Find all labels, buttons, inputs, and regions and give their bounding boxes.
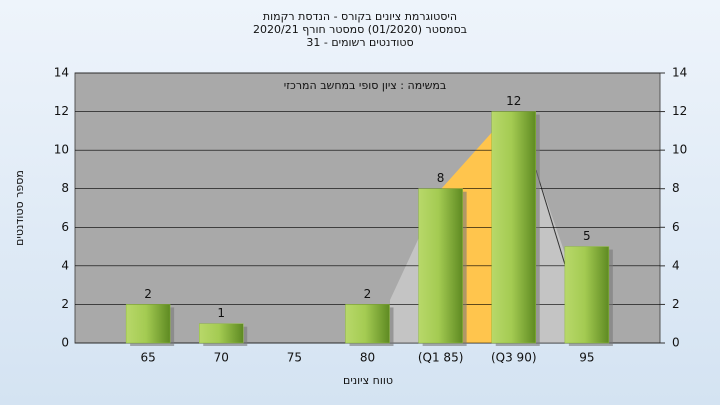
y2-tick-label: 6 [672, 220, 680, 234]
y-tick-label: 12 [54, 104, 69, 118]
y-tick-label: 14 [54, 66, 69, 80]
x-tick-label: (Q3 90) [491, 351, 537, 365]
data-label: 2 [144, 287, 152, 301]
chart-subtitle: סטודנטים רשומים - 31 [306, 36, 413, 49]
data-label: 8 [437, 171, 445, 185]
x-tick-label: 70 [214, 351, 229, 365]
y2-tick-label: 0 [672, 336, 680, 350]
chart-subtitle: בסמסטר (01/2020) סמסטר חורף 2020/21 [253, 23, 467, 36]
chart-title: היסטוגרמת ציונים בקורס - הנדסת רקמות [263, 10, 457, 23]
x-tick-label: (Q1 85) [418, 351, 464, 365]
y2-tick-label: 12 [672, 104, 687, 118]
y2-tick-label: 2 [672, 297, 680, 311]
bar [199, 323, 244, 344]
y-tick-label: 2 [61, 297, 69, 311]
x-axis-label: טווח ציונים [343, 374, 393, 387]
y-axis-label: מספר סטודנטים [13, 170, 26, 246]
x-tick-label: 80 [360, 351, 375, 365]
whisker [535, 169, 567, 269]
data-label: 1 [217, 306, 225, 320]
data-label: 5 [583, 229, 591, 243]
y2-tick-label: 14 [672, 66, 687, 80]
bar [345, 304, 390, 344]
annotation: במשימה : ציון סופי במחשב המרכזי [284, 79, 447, 92]
bar [125, 304, 171, 344]
y-tick-label: 8 [61, 181, 69, 195]
bar [564, 246, 610, 344]
y-tick-label: 6 [61, 220, 69, 234]
data-label: 2 [364, 287, 372, 301]
bar [418, 188, 463, 344]
x-tick-label: 95 [579, 351, 594, 365]
y2-tick-label: 8 [672, 181, 680, 195]
y-tick-label: 4 [61, 258, 69, 272]
y2-tick-label: 4 [672, 258, 680, 272]
y-tick-label: 10 [54, 143, 69, 157]
data-label: 12 [506, 94, 521, 108]
x-tick-label: 75 [287, 351, 302, 365]
y-tick-label: 0 [61, 336, 69, 350]
y2-tick-label: 10 [672, 143, 687, 157]
bar [491, 111, 536, 344]
x-tick-label: 65 [140, 351, 155, 365]
